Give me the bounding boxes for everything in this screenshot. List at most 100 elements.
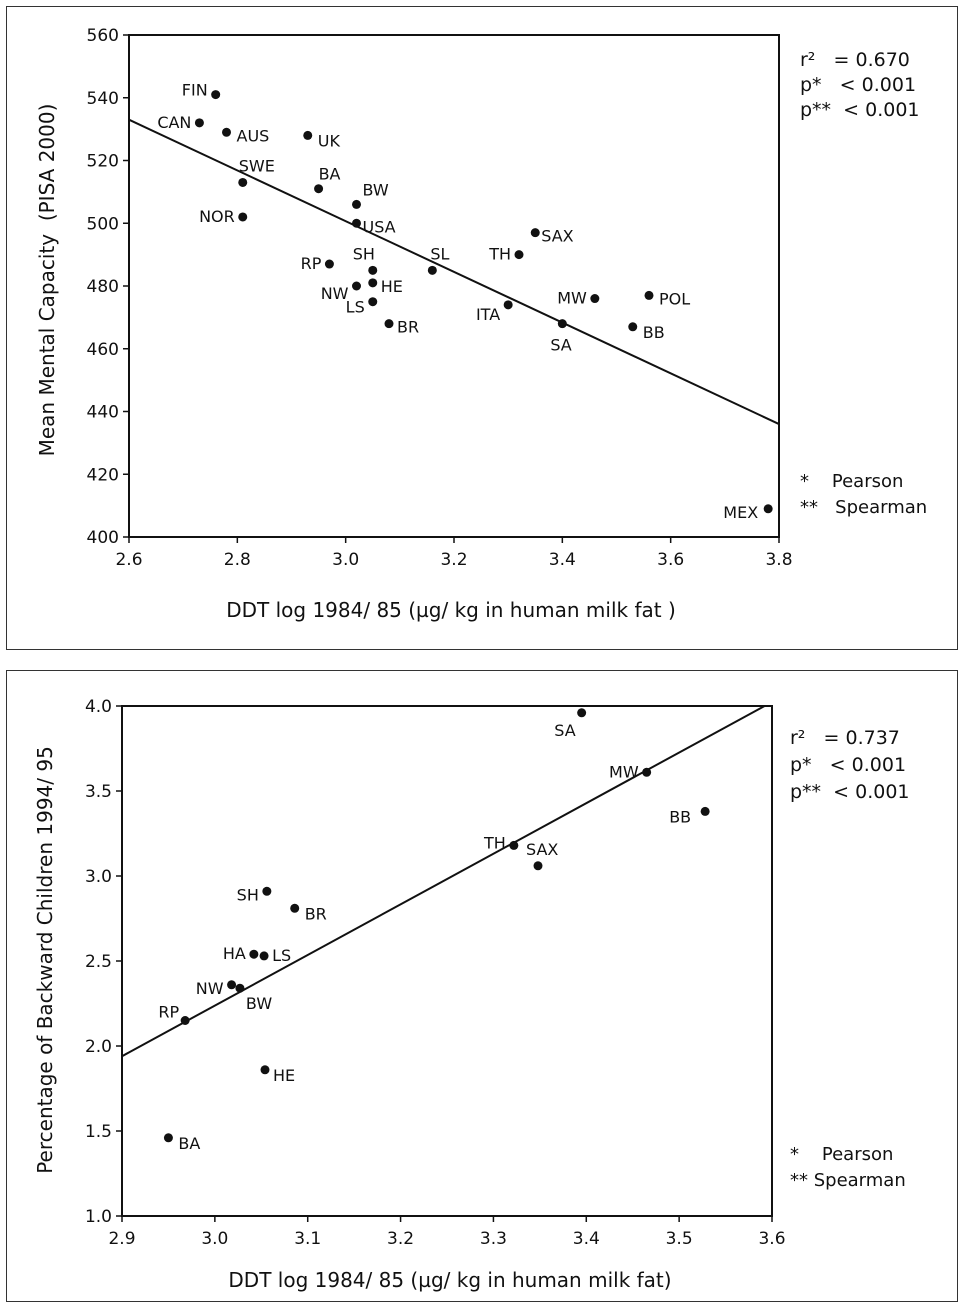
backward-point-sa [577,708,587,718]
pisa-footnote: * Pearson [800,471,903,492]
backward-point-label-th: TH [483,833,506,852]
backward-point-label-bw: BW [246,994,272,1013]
pisa-point-label-sax: SAX [541,227,573,246]
pisa-point-label-pol: POL [659,289,690,308]
backward-y-tick-label: 3.5 [85,782,112,802]
pisa-point-mw [590,294,600,304]
pisa-footnote: ** Spearman [800,497,927,518]
pisa-point-label-aus: AUS [237,126,270,145]
backward-point-label-mw: MW [609,762,639,781]
pisa-point-label-br: BR [397,318,419,337]
backward-point-label-ha: HA [223,944,246,963]
backward-y-axis-title: Percentage of Backward Children 1994/ 95 [33,746,57,1174]
pisa-point-label-sl: SL [430,244,449,263]
pisa-x-tick-label: 3.4 [549,550,576,570]
pisa-point-bb [628,322,638,332]
backward-stat-line: p** < 0.001 [790,781,910,803]
pisa-point-label-usa: USA [363,217,396,236]
pisa-x-tick-label: 2.6 [115,550,142,570]
backward-point-nw [227,980,237,990]
backward-stat-line: p* < 0.001 [790,754,906,776]
pisa-stat-line: p** < 0.001 [800,99,920,121]
backward-point-ha [249,949,259,959]
pisa-point-aus [222,127,231,137]
backward-footnote: * Pearson [790,1144,893,1165]
backward-point-ba [163,1133,173,1143]
backward-x-tick-label: 3.0 [201,1229,228,1249]
pisa-stat-line: p* < 0.001 [800,74,916,96]
backward-point-ls [259,951,269,961]
pisa-point-nor [238,212,248,222]
chart-panel-backward-children [6,670,958,1302]
backward-point-label-bb: BB [669,807,691,826]
pisa-point-label-ls: LS [346,298,365,317]
backward-x-tick-label: 3.2 [387,1229,414,1249]
backward-x-tick-label: 3.3 [480,1229,507,1249]
pisa-point-th [514,250,524,260]
pisa-point-label-uk: UK [318,131,341,150]
backward-point-label-sax: SAX [526,840,558,859]
backward-point-br [290,903,300,913]
pisa-regression-line [128,118,780,425]
backward-y-tick-label: 1.5 [85,1122,112,1142]
pisa-point-sh [368,265,378,275]
pisa-point-label-ita: ITA [476,305,500,324]
backward-point-bw [235,983,245,993]
pisa-x-tick-label: 3.8 [765,550,792,570]
pisa-point-label-rp: RP [301,254,322,273]
pisa-point-sa [557,319,567,329]
pisa-x-axis-title: DDT log 1984/ 85 (µg/ kg in human milk f… [226,598,676,622]
pisa-point-he [368,278,378,288]
backward-point-label-sa: SA [554,721,575,740]
backward-regression-line [121,705,766,1058]
backward-point-label-br: BR [305,904,327,923]
backward-y-tick-label: 2.5 [85,952,112,972]
pisa-y-tick-label: 460 [87,340,119,360]
pisa-point-pol [644,290,654,300]
pisa-point-label-he: HE [381,277,403,296]
pisa-point-uk [303,130,313,140]
pisa-point-ba [314,184,324,194]
pisa-x-tick-label: 3.2 [440,550,467,570]
pisa-point-ls [368,297,378,307]
pisa-point-label-mex: MEX [723,503,758,522]
backward-footnote: ** Spearman [790,1170,906,1191]
backward-x-tick-label: 3.6 [758,1229,785,1249]
backward-y-tick-label: 4.0 [85,697,112,717]
backward-point-label-ba: BA [178,1134,200,1153]
pisa-point-label-sh: SH [353,244,375,263]
pisa-point-label-swe: SWE [239,156,275,175]
pisa-point-label-bw: BW [363,180,389,199]
pisa-plot-frame [128,34,780,538]
backward-point-he [260,1065,270,1075]
pisa-point-label-ba: BA [319,165,341,184]
backward-stat-line: r² = 0.737 [790,727,900,749]
backward-x-tick-label: 3.1 [294,1229,321,1249]
pisa-point-sax [530,228,540,238]
pisa-point-ita [503,300,513,310]
pisa-point-bw [352,199,361,209]
pisa-y-tick-label: 420 [87,465,119,485]
backward-point-rp [180,1016,190,1025]
pisa-y-tick-label: 540 [87,89,119,109]
pisa-point-usa [352,218,361,228]
pisa-point-swe [238,177,248,187]
pisa-y-tick-label: 400 [87,528,119,548]
backward-point-bb [700,806,710,816]
backward-x-tick-label: 2.9 [108,1229,135,1249]
pisa-point-rp [324,259,334,269]
pisa-point-label-nor: NOR [199,207,235,226]
pisa-y-tick-label: 520 [87,152,119,172]
pisa-y-axis-title: Mean Mental Capacity (PISA 2000) [35,104,59,457]
pisa-x-tick-label: 3.6 [657,550,684,570]
chart-panel-pisa [6,6,958,650]
backward-y-tick-label: 3.0 [85,867,112,887]
pisa-y-tick-label: 480 [87,277,119,297]
pisa-point-label-can: CAN [157,113,191,132]
backward-x-tick-label: 3.4 [573,1229,600,1249]
backward-x-tick-label: 3.5 [666,1229,693,1249]
pisa-stat-line: r² = 0.670 [800,49,910,71]
pisa-point-label-th: TH [488,245,511,264]
backward-point-label-he: HE [273,1066,295,1085]
pisa-point-label-mw: MW [557,289,587,308]
